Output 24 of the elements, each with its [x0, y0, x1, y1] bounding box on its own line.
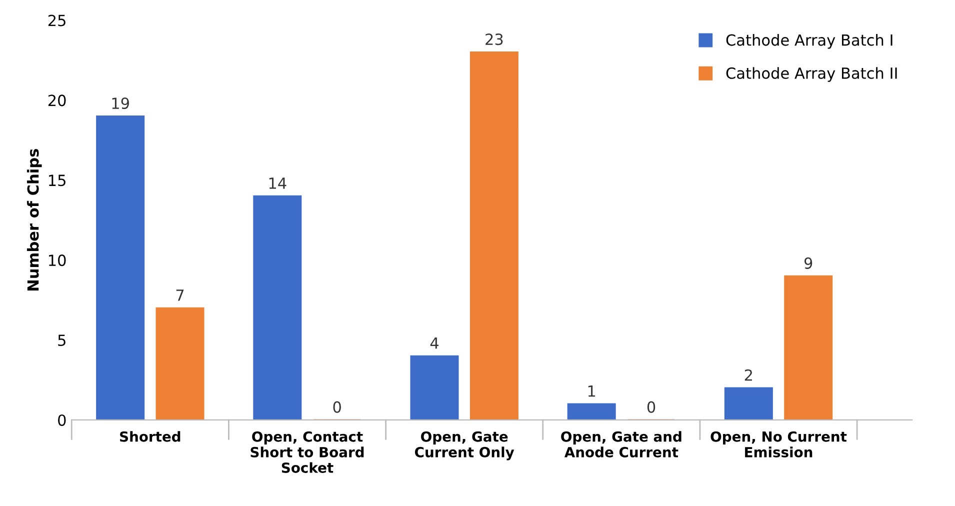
x-tick-label: Shorted	[120, 431, 180, 442]
data-label: 1	[588, 386, 596, 397]
legend-label: Cathode Array Batch I	[726, 34, 892, 49]
data-label: 4	[430, 338, 438, 349]
data-label: 0	[333, 401, 341, 413]
legend-label: Cathode Array Batch II	[726, 67, 897, 82]
y-tick-label: 15	[49, 174, 66, 186]
x-tick-label: Open, Gate and Anode Current	[561, 431, 682, 458]
x-tick-label: Open, Contact Short to Board Socket	[250, 431, 364, 473]
data-label: 14	[269, 178, 286, 189]
data-label: 2	[744, 369, 752, 381]
y-axis-title: Number of Chips	[26, 149, 42, 290]
data-label: 19	[112, 97, 129, 110]
y-tick-label: 0	[58, 414, 66, 426]
y-tick-label: 20	[48, 94, 66, 106]
x-tick-label: Open, Gate Current Only	[414, 431, 514, 460]
x-tick-label: Open, No Current Emission	[710, 431, 847, 458]
data-label: 23	[486, 34, 503, 46]
y-tick-label: 10	[49, 254, 66, 266]
y-tick-label: 25	[48, 14, 66, 26]
y-tick-label: 5	[58, 334, 66, 346]
data-label: 9	[804, 257, 812, 269]
data-label: 7	[176, 290, 184, 301]
data-label: 0	[647, 401, 656, 413]
